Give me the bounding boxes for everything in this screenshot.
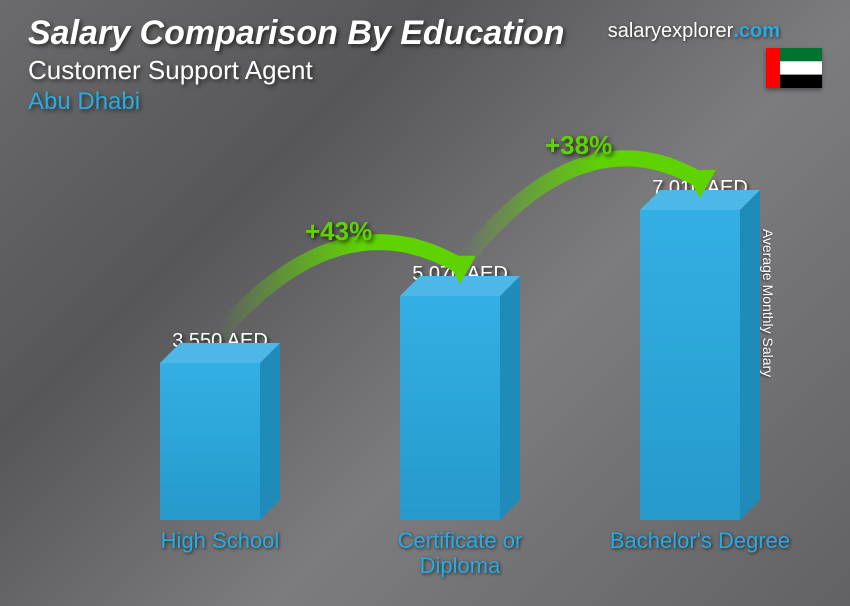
brand-name: salaryexplorer [608,20,734,42]
bar-chart: 3,550 AEDHigh School5,070 AEDCertificate… [80,150,790,576]
chart-subtitle: Customer Support Agent [28,55,822,86]
brand-tld: .com [733,20,780,42]
increase-arrow-icon [80,150,790,576]
increase-label: +38% [545,130,612,161]
chart-location: Abu Dhabi [28,88,822,116]
uae-flag-icon [766,48,822,88]
brand-logo: salaryexplorer.com [608,20,780,43]
